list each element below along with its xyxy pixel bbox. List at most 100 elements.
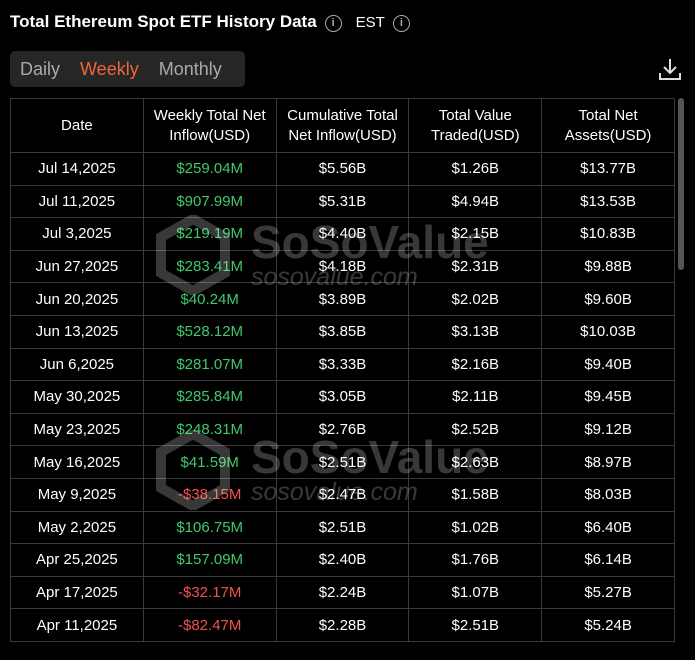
table-cell: Jul 14,2025 [10, 152, 144, 186]
header: Total Ethereum Spot ETF History Data i EST… [10, 12, 410, 32]
timezone: EST [355, 14, 385, 31]
table-wrap: Date Weekly Total Net Inflow(USD) Cumulati… [10, 98, 675, 660]
table-cell: $3.89B [275, 282, 410, 316]
table-cell: $2.76B [275, 412, 410, 447]
info-icon[interactable]: i [324, 15, 342, 32]
tabs: Daily Weekly Monthly [10, 51, 245, 87]
header-row: Date Weekly Total Net Inflow(USD) Cumulati… [10, 98, 675, 153]
table-cell: $10.03B [541, 314, 675, 349]
table-row: Apr 11,2025 -$82.47M $2.28B $2.51B $5.24B [10, 608, 675, 642]
scrollbar[interactable] [678, 98, 684, 270]
table-cell: -$82.47M [142, 608, 277, 642]
table-row: Apr 25,2025 $157.09M $2.40B $1.76B $6.14B [10, 543, 675, 577]
table-row: Jul 3,2025 $219.19M $4.40B $2.15B $10.83B [10, 217, 675, 251]
info-icon[interactable]: i [392, 15, 410, 32]
table-cell: $3.85B [275, 314, 410, 349]
table-body: Jul 14,2025 $259.04M $5.56B $1.26B $13.77B Ju… [10, 152, 675, 642]
table-cell: $5.27B [541, 575, 675, 610]
table-cell: $106.75M [142, 510, 277, 545]
table-cell: $285.84M [142, 380, 277, 414]
table-row: Jun 27,2025 $283.41M $4.18B $2.31B $9.88B [10, 249, 675, 284]
table-row: May 30,2025 $285.84M $3.05B $2.11B $9.45B [10, 380, 675, 414]
tab[interactable]: Monthly [158, 58, 222, 79]
table-cell: $3.05B [275, 380, 410, 414]
table-cell: $1.07B [408, 575, 543, 610]
table-cell: $5.24B [541, 608, 675, 642]
table-cell: $157.09M [142, 543, 277, 577]
tab[interactable]: Daily [20, 58, 61, 79]
table-cell: $8.03B [541, 477, 675, 512]
table-cell: $219.19M [142, 217, 277, 251]
table-cell: $2.28B [275, 608, 410, 642]
table-cell: $2.63B [408, 445, 543, 479]
table-cell: $2.51B [408, 608, 543, 642]
table-cell: $2.02B [408, 282, 543, 316]
table-row: May 23,2025 $248.31M $2.76B $2.52B $9.12B [10, 412, 675, 447]
table-cell: $40.24M [142, 282, 277, 316]
table-cell: Jun 13,2025 [10, 314, 144, 349]
tab[interactable]: Weekly [80, 58, 139, 79]
table-cell: Jun 27,2025 [10, 249, 144, 284]
table-cell: $2.52B [408, 412, 543, 447]
table-cell: $248.31M [142, 412, 277, 447]
table-cell: $2.51B [275, 445, 410, 479]
table-cell: -$38.15M [142, 477, 277, 512]
table-row: Jul 14,2025 $259.04M $5.56B $1.26B $13.77B [10, 152, 675, 186]
table-cell: $3.33B [275, 347, 410, 382]
table-row: Jun 13,2025 $528.12M $3.85B $3.13B $10.03B [10, 314, 675, 349]
table-cell: $4.40B [275, 217, 410, 251]
table: Date Weekly Total Net Inflow(USD) Cumulati… [10, 98, 675, 642]
table-cell: $2.11B [408, 380, 543, 414]
table-cell: May 9,2025 [10, 477, 144, 512]
table-cell: $2.31B [408, 249, 543, 284]
table-cell: $6.14B [541, 543, 675, 577]
table-cell: $1.02B [408, 510, 543, 545]
column-header: Total Net Assets(USD) [541, 98, 675, 153]
column-header: Weekly Total Net Inflow(USD) [142, 98, 277, 153]
table-cell: Jul 11,2025 [10, 184, 144, 219]
table-cell: $4.18B [275, 249, 410, 284]
table-cell: $1.76B [408, 543, 543, 577]
table-cell: $8.97B [541, 445, 675, 479]
table-cell: $9.40B [541, 347, 675, 382]
table-cell: Jun 6,2025 [10, 347, 144, 382]
table-cell: -$32.17M [142, 575, 277, 610]
table-row: Jun 20,2025 $40.24M $3.89B $2.02B $9.60B [10, 282, 675, 316]
table-cell: $9.88B [541, 249, 675, 284]
table-cell: $2.51B [275, 510, 410, 545]
table-cell: $41.59M [142, 445, 277, 479]
table-row: May 2,2025 $106.75M $2.51B $1.02B $6.40B [10, 510, 675, 545]
table-row: May 16,2025 $41.59M $2.51B $2.63B $8.97B [10, 445, 675, 479]
table-cell: $281.07M [142, 347, 277, 382]
table-cell: $13.53B [541, 184, 675, 219]
table-cell: $10.83B [541, 217, 675, 251]
table-cell: $1.26B [408, 152, 543, 186]
table-cell: $9.45B [541, 380, 675, 414]
table-cell: $2.40B [275, 543, 410, 577]
table-cell: May 23,2025 [10, 412, 144, 447]
table-cell: $6.40B [541, 510, 675, 545]
column-header: Total Value Traded(USD) [408, 98, 543, 153]
column-header: Date [10, 98, 144, 153]
table-cell: $528.12M [142, 314, 277, 349]
table-cell: Jun 20,2025 [10, 282, 144, 316]
table-cell: Apr 25,2025 [10, 543, 144, 577]
table-cell: May 2,2025 [10, 510, 144, 545]
table-cell: $259.04M [142, 152, 277, 186]
download-icon[interactable] [658, 57, 682, 81]
table-cell: $2.24B [275, 575, 410, 610]
table-cell: $5.56B [275, 152, 410, 186]
table-cell: Apr 17,2025 [10, 575, 144, 610]
table-row: Jul 11,2025 $907.99M $5.31B $4.94B $13.53B [10, 184, 675, 219]
table-cell: $9.60B [541, 282, 675, 316]
table-cell: $4.94B [408, 184, 543, 219]
table-cell: $1.58B [408, 477, 543, 512]
table-row: Apr 17,2025 -$32.17M $2.24B $1.07B $5.27B [10, 575, 675, 610]
table-cell: $5.31B [275, 184, 410, 219]
title: Total Ethereum Spot ETF History Data [10, 12, 317, 31]
table-cell: May 16,2025 [10, 445, 144, 479]
table-cell: $907.99M [142, 184, 277, 219]
table-cell: Apr 11,2025 [10, 608, 144, 642]
table-cell: Jul 3,2025 [10, 217, 144, 251]
